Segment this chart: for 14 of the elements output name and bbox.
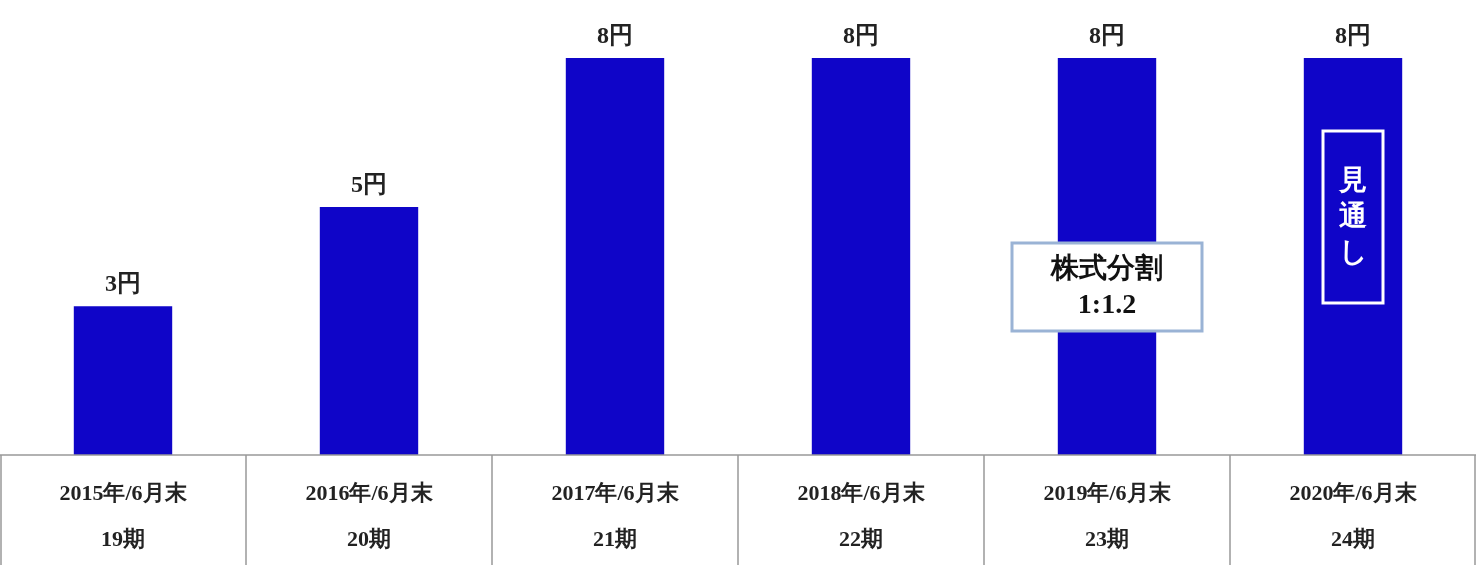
data-label: 8円 — [597, 22, 633, 48]
data-label: 8円 — [1089, 22, 1125, 48]
x-tick-label: 2019年/6月末 23期 — [1043, 480, 1172, 551]
annotation: 株式分割 1:1.2 — [1050, 252, 1163, 319]
x-tick-label: 2017年/6月末 21期 — [551, 480, 680, 551]
x-tick-label: 2015年/6月末 19期 — [59, 480, 188, 551]
data-label: 8円 — [843, 22, 879, 48]
annotation: 見通し — [1338, 164, 1368, 267]
x-tick-label: 2020年/6月末 24期 — [1289, 480, 1418, 551]
x-tick-label: 2016年/6月末 20期 — [305, 480, 434, 551]
data-label: 3円 — [105, 270, 141, 297]
data-label: 5円 — [351, 170, 387, 197]
data-label: 8円 — [1335, 22, 1371, 48]
x-tick-label: 2018年/6月末 22期 — [797, 480, 926, 551]
